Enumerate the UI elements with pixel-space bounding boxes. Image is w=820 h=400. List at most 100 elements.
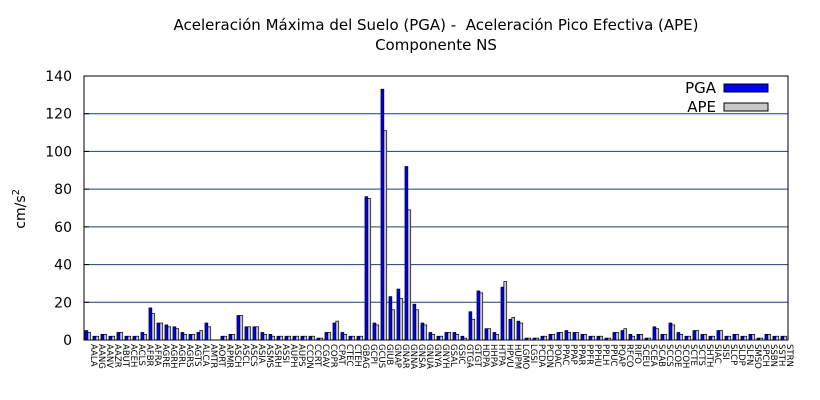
x-tick-label: SCEU: [640, 344, 650, 367]
x-tick-label: RFCO: [624, 344, 634, 368]
bar-pga: [84, 330, 89, 341]
bar-ape: [383, 130, 388, 341]
x-tick-label: PQAP: [616, 344, 626, 367]
x-tick-label: SSBN: [768, 344, 778, 367]
x-tick-label: APMR: [224, 344, 234, 368]
x-tick-label: POAC: [552, 344, 562, 367]
x-tick-label: GBAG: [360, 344, 370, 369]
bar-ape: [751, 333, 756, 341]
x-tick-label: CGAV: [320, 344, 330, 368]
y-tick-label: 140: [45, 69, 72, 85]
x-tick-label: SLCP: [728, 344, 738, 365]
bar-ape: [567, 332, 572, 341]
bar-ape: [191, 333, 196, 341]
bar-pga: [364, 196, 369, 341]
bar-pga: [396, 288, 401, 341]
x-tick-label: SCTE: [688, 344, 698, 366]
bar-ape: [775, 335, 780, 341]
bar-pga: [612, 332, 617, 341]
bar-pga: [556, 332, 561, 341]
bar-ape: [343, 333, 348, 341]
bar-pga: [356, 335, 361, 341]
bar-pga: [308, 335, 313, 341]
bar-ape: [159, 322, 164, 341]
bar-ape: [287, 335, 292, 341]
x-tick-label: GNAR: [400, 344, 410, 369]
chart-title-block: Aceleración Máxima del Suelo (PGA) - Ace…: [80, 15, 792, 55]
bar-ape: [591, 335, 596, 341]
bar-pga: [636, 333, 641, 341]
bar-ape: [423, 324, 428, 341]
x-tick-label: ASCL: [240, 344, 250, 366]
bar-pga: [476, 290, 481, 341]
x-tick-label: SISI: [720, 344, 730, 360]
bar-pga: [620, 330, 625, 341]
bar-pga: [716, 330, 721, 341]
bar-ape: [695, 330, 700, 341]
x-tick-label: GSIC: [456, 344, 466, 364]
bar-ape: [375, 324, 380, 341]
bar-ape: [511, 317, 516, 341]
x-tick-label: SHTH: [704, 344, 714, 367]
x-tick-label: PPAP: [568, 344, 578, 365]
bar-ape: [303, 335, 308, 341]
bar-pga: [204, 322, 209, 341]
x-tick-label: GCPI: [368, 344, 378, 364]
x-tick-label: PPHU: [592, 344, 602, 367]
bar-pga: [644, 337, 649, 341]
x-tick-label: COPR: [328, 344, 338, 368]
x-tick-label: RIFO: [632, 344, 642, 364]
bar-ape: [455, 333, 460, 341]
bar-pga: [588, 335, 593, 341]
bar-pga: [324, 332, 329, 341]
y-tick-label: 100: [45, 144, 72, 160]
x-tick-label: SMSO: [752, 344, 762, 369]
legend-swatch-ape: [723, 102, 769, 112]
bar-ape: [407, 209, 412, 341]
bar-ape: [503, 281, 508, 341]
bar-ape: [711, 335, 716, 341]
legend-label-ape: APE: [687, 98, 716, 116]
bar-ape: [495, 333, 500, 341]
x-tick-label: GTGT: [472, 344, 482, 368]
bar-pga: [380, 88, 385, 341]
bar-ape: [207, 326, 212, 341]
x-tick-label: AGRH: [168, 344, 178, 369]
bar-pga: [484, 328, 489, 341]
x-tick-label: GNUA: [424, 344, 434, 369]
bar-pga: [764, 333, 769, 341]
bar-ape: [415, 309, 420, 341]
bar-pga: [332, 322, 337, 341]
bar-ape: [607, 337, 612, 341]
y-tick-label: 80: [54, 182, 72, 198]
x-tick-label: GCUS: [376, 344, 386, 368]
bar-ape: [231, 333, 236, 341]
bar-pga: [140, 332, 145, 341]
bar-ape: [527, 337, 532, 341]
x-tick-label: GNAP: [392, 344, 402, 368]
x-tick-label: SSTH: [776, 344, 786, 366]
bar-pga: [652, 326, 657, 341]
bar-ape: [759, 337, 764, 341]
x-tick-label: ASSI: [280, 344, 290, 363]
bar-pga: [628, 333, 633, 341]
x-tick-label: SCEA: [648, 344, 658, 367]
bar-pga: [276, 335, 281, 341]
x-tick-label: SCOE: [672, 344, 682, 367]
bar-pga: [372, 322, 377, 341]
bar-ape: [671, 324, 676, 341]
bar-pga: [300, 335, 305, 341]
bar-ape: [319, 337, 324, 341]
x-tick-label: ASRH: [272, 344, 282, 368]
bar-pga: [156, 322, 161, 341]
bar-pga: [268, 333, 273, 341]
x-tick-label: LGMO: [520, 344, 530, 370]
bar-ape: [167, 326, 172, 341]
chart-title: Aceleración Máxima del Suelo (PGA) - Ace…: [173, 16, 699, 34]
bar-ape: [199, 330, 204, 341]
x-tick-label: AMTR: [208, 344, 218, 368]
bar-ape: [623, 328, 628, 341]
x-tick-label: AUPH: [288, 344, 298, 368]
y-tick-label: 0: [63, 333, 72, 349]
y-tick-label: 120: [45, 107, 72, 123]
